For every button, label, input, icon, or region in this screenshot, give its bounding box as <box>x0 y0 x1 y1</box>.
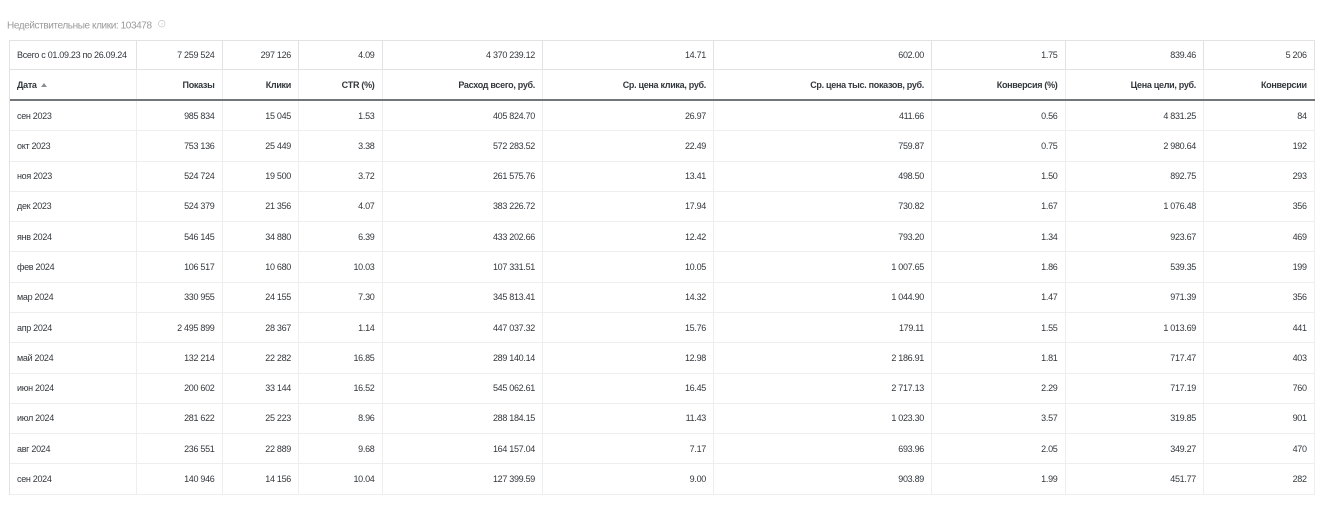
svg-text:?: ? <box>161 21 164 26</box>
